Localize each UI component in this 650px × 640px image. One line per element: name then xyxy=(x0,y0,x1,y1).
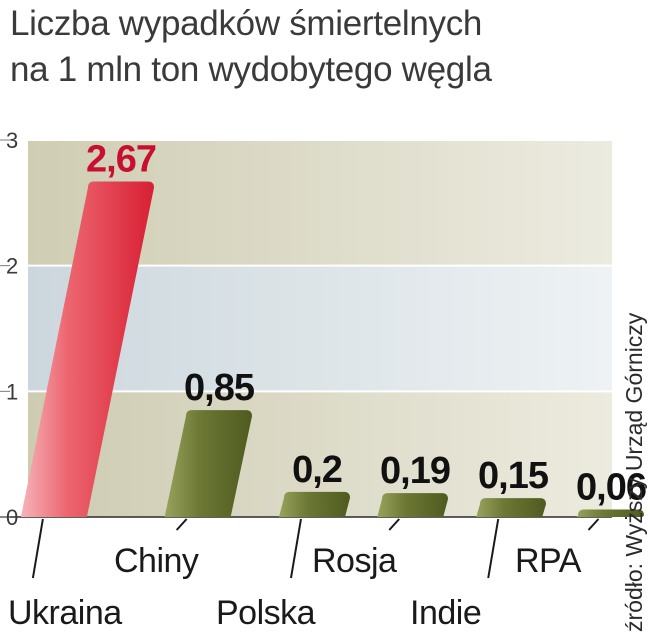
category-label-ukraina: Ukraina xyxy=(8,594,122,632)
y-tick-label: 0 xyxy=(6,505,18,530)
bar-indie xyxy=(476,498,546,517)
category-label-indie: Indie xyxy=(410,594,481,632)
y-tick-label: 3 xyxy=(6,128,18,153)
leader-line xyxy=(388,518,400,531)
category-label-chiny: Chiny xyxy=(114,542,199,580)
bar-rpa xyxy=(576,509,644,517)
leader-line xyxy=(487,518,500,579)
y-tick-label: 1 xyxy=(6,379,18,404)
y-tick-label: 2 xyxy=(6,254,18,279)
value-label-rpa: 0,06 xyxy=(576,466,646,508)
value-label-ukraina: 2,67 xyxy=(86,138,156,180)
source-note: źródło: Wyższy Urząd Górniczy xyxy=(621,312,647,632)
leader-line xyxy=(289,518,302,579)
bar-rosja xyxy=(377,493,448,517)
value-label-indie: 0,15 xyxy=(478,455,549,497)
leader-line xyxy=(31,518,44,579)
category-label-rosja: Rosja xyxy=(312,542,397,580)
leader-line xyxy=(175,518,188,531)
bar-polska xyxy=(278,491,350,517)
chart-title: Liczba wypadków śmiertelnych xyxy=(10,4,483,43)
category-label-polska: Polska xyxy=(216,594,316,632)
value-label-rosja: 0,19 xyxy=(380,450,450,492)
leader-line xyxy=(587,518,600,531)
chart-subtitle: na 1 mln ton wydobytego węgla xyxy=(10,50,492,89)
bar-chiny xyxy=(164,410,252,517)
category-label-rpa: RPA xyxy=(515,542,582,580)
bar-ukraina xyxy=(20,181,155,517)
value-label-chiny: 0,85 xyxy=(184,367,255,409)
value-label-polska: 0,2 xyxy=(292,449,342,491)
